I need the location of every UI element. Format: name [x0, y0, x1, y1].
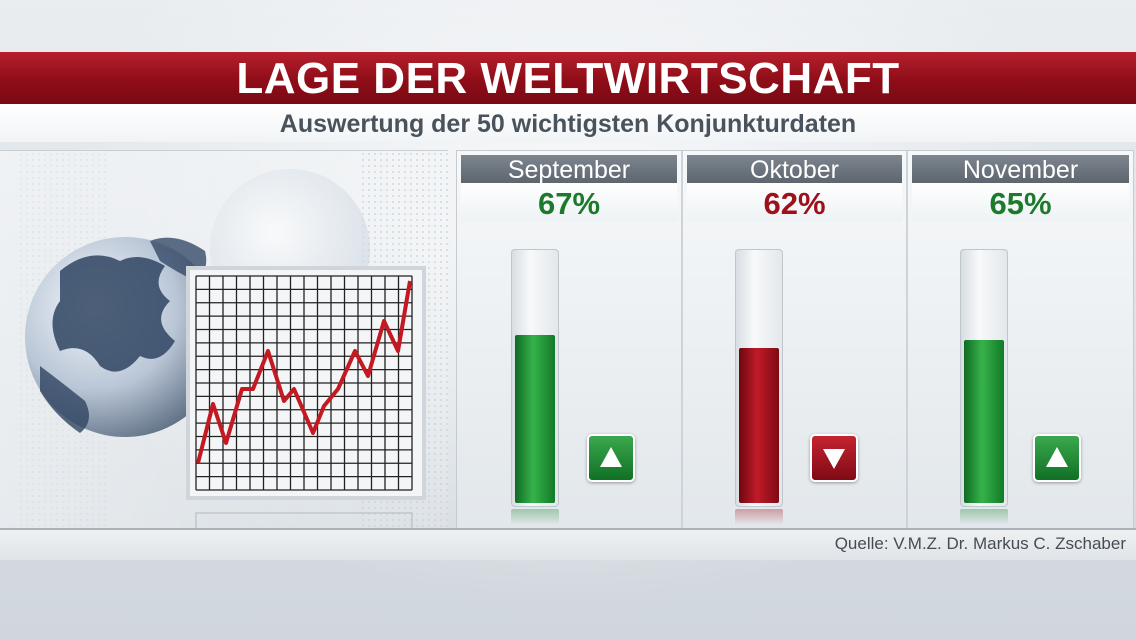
- column-oktober: Oktober 62%: [683, 151, 906, 531]
- category-label: Oktober: [687, 155, 902, 184]
- bar: [739, 348, 779, 503]
- illustration-panel: [0, 150, 448, 530]
- arrow-up-icon: [600, 447, 622, 467]
- arrow-down-icon: [823, 449, 845, 469]
- subtitle-band: [0, 104, 1136, 142]
- title-band: [0, 52, 1136, 104]
- value-label: 67%: [461, 183, 677, 221]
- arrow-up-icon: [1046, 447, 1068, 467]
- column-separator: [681, 151, 683, 531]
- category-label: September: [461, 155, 677, 184]
- trend-arrow: [810, 434, 858, 482]
- bar-reflection: [735, 509, 783, 525]
- category-label: November: [912, 155, 1129, 184]
- value-label: 62%: [687, 183, 902, 221]
- chart-area: September 67% Oktober 62% November 65%: [456, 150, 1134, 532]
- page-subtitle: Auswertung der 50 wichtigsten Konjunktur…: [279, 110, 857, 138]
- bar-tube: [735, 249, 783, 507]
- column-separator: [906, 151, 908, 531]
- value-label: 65%: [912, 183, 1129, 221]
- illustration: [20, 151, 448, 530]
- column-september: September 67%: [457, 151, 681, 531]
- bar: [964, 340, 1004, 503]
- trend-arrow: [587, 434, 635, 482]
- bar-reflection: [960, 509, 1008, 525]
- bar-tube: [960, 249, 1008, 507]
- bar: [515, 335, 555, 503]
- footer-band: [0, 528, 1136, 560]
- bar-reflection: [511, 509, 559, 525]
- rising-line-chart-icon: [186, 266, 426, 530]
- trend-arrow: [1033, 434, 1081, 482]
- column-november: November 65%: [908, 151, 1133, 531]
- source-label: Quelle: V.M.Z. Dr. Markus C. Zschaber: [834, 534, 1126, 553]
- page-title: LAGE DER WELTWIRTSCHAFT: [236, 54, 900, 103]
- bar-tube: [511, 249, 559, 507]
